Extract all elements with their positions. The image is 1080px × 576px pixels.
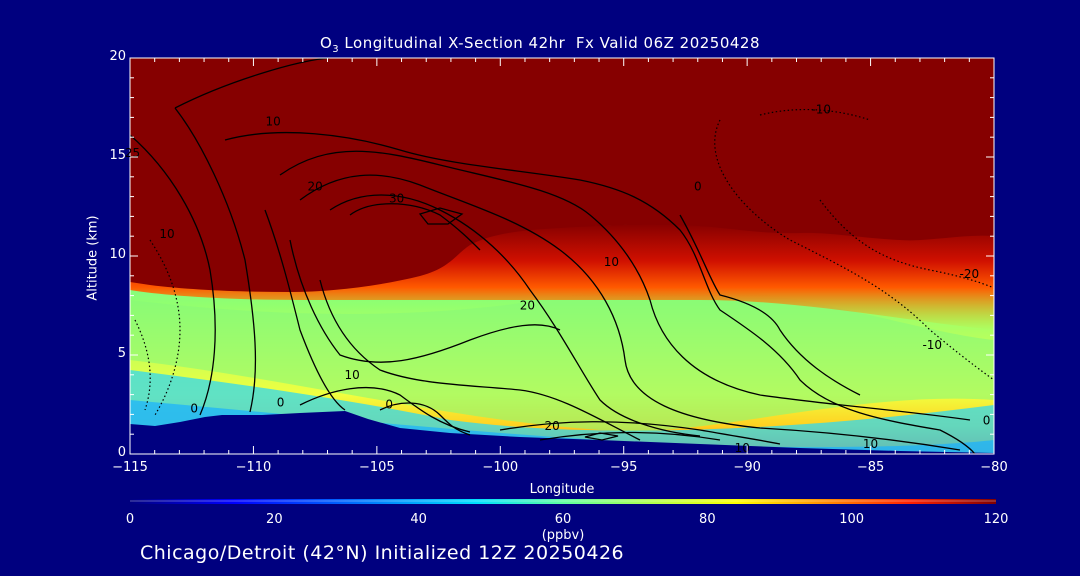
contour-label: 10 [345, 368, 360, 382]
contour-label: 0 [983, 413, 991, 427]
x-tick-label: −105 [358, 460, 395, 475]
ozone-field [130, 58, 994, 454]
contour-line [759, 108, 871, 121]
contour-line [714, 119, 994, 381]
x-tick-label: −90 [733, 460, 761, 475]
contour-line [130, 134, 216, 416]
contour-dotted-lines [134, 108, 994, 416]
contour-line [149, 239, 181, 416]
y-tick-label: 15 [109, 148, 126, 163]
contour-label: -10 [811, 102, 831, 116]
y-tick-label: 10 [109, 247, 126, 262]
contour-line [349, 203, 481, 251]
colorbar-tick-label: 80 [699, 512, 716, 527]
contour-label: -10 [922, 338, 942, 352]
contour-line [418, 207, 464, 225]
colorbar-tick-label: 60 [554, 512, 572, 527]
contour-label: 0 [277, 395, 285, 409]
terrain [130, 411, 994, 454]
chart-title: O3 Longitudinal X-Section 42hr Fx Valid … [319, 34, 761, 55]
contour-line [379, 402, 471, 436]
contour-line [319, 279, 641, 441]
y-tick-label: 20 [109, 49, 126, 64]
colorbar-tick-label: 40 [410, 512, 427, 527]
contour-line [279, 150, 971, 421]
colorbar-tick-label: 0 [125, 512, 135, 527]
contour-line [584, 432, 619, 441]
contour-line [819, 199, 994, 289]
contour-line [289, 239, 561, 363]
contour-lines [130, 58, 976, 454]
colorbar-tick-label: 20 [266, 512, 283, 527]
contour-label: 10 [735, 441, 750, 455]
contour-label: 0 [385, 397, 393, 411]
contour-label: 10 [863, 437, 878, 451]
contour-label: 0 [694, 180, 702, 194]
y-tick-label: 0 [117, 445, 126, 460]
ozone-mid-layer [130, 285, 994, 432]
contour-label: 10 [604, 255, 619, 269]
colorbar-tick-label: 100 [839, 512, 865, 527]
contour-label: 20 [308, 180, 323, 194]
stratosphere-region [130, 58, 994, 292]
contour-label: 30 [389, 192, 404, 206]
axes [129, 57, 995, 455]
x-tick-label: −85 [856, 460, 885, 475]
x-tick-label: −110 [235, 460, 272, 475]
contour-label: 10 [266, 114, 281, 128]
contour-label: 10 [159, 227, 174, 241]
contour-label: 20 [544, 419, 559, 433]
contour-line [499, 421, 781, 445]
contour-label-layer: 10 20 30 10 20 10 10 0 0 0 20 10 10 0 -10 -20 -10 0 25 [125, 102, 991, 455]
contour-line [299, 174, 961, 451]
contour-line [174, 58, 331, 413]
x-tick-label: −100 [482, 460, 519, 475]
contour-line [539, 431, 721, 441]
contour-line [224, 131, 976, 454]
contour-label: 25 [125, 146, 140, 160]
colorbar [130, 499, 996, 504]
contour-line [679, 214, 861, 396]
x-tick-label: −115 [112, 460, 148, 475]
x-tick-label: −95 [609, 460, 638, 475]
contour-label: 0 [190, 401, 198, 415]
contour-label: 20 [520, 298, 535, 312]
y-tick-label: 5 [117, 346, 126, 361]
contour-line [329, 194, 701, 437]
x-axis-label: Longitude [529, 482, 595, 497]
colorbar-tick-label: 120 [983, 512, 1009, 527]
colorbar-unit-label: (ppbv) [541, 528, 585, 543]
footer-caption: Chicago/Detroit (42°N) Initialized 12Z 2… [140, 542, 625, 564]
contour-line [299, 386, 471, 433]
x-tick-label: −80 [980, 460, 1008, 475]
contour-label: -20 [960, 267, 980, 281]
